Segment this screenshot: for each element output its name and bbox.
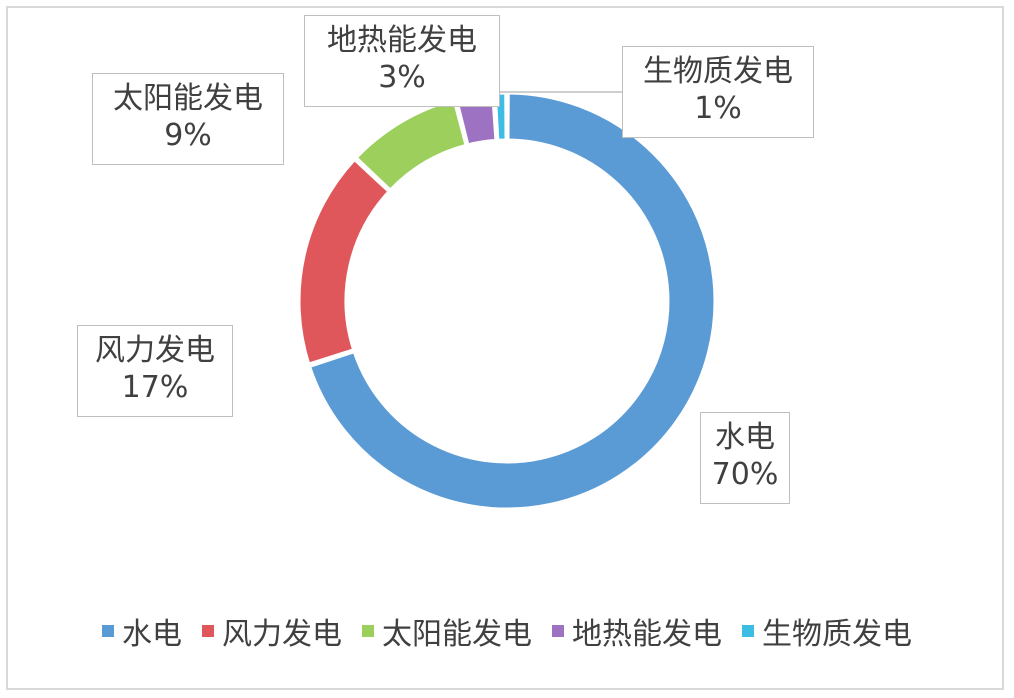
data-label-1: 风力发电 17% [77, 325, 233, 417]
donut-slice-0 [307, 91, 717, 511]
legend-item-0: 水电 [102, 609, 182, 653]
donut-slice-2 [354, 98, 468, 193]
data-label-0: 水电 70% [700, 412, 790, 504]
data-label-category: 生物质发电 [643, 54, 793, 89]
legend-item-2: 太阳能发电 [362, 609, 532, 653]
data-label-percent: 3% [378, 60, 426, 95]
data-label-category: 风力发电 [95, 333, 215, 368]
legend-swatch [552, 625, 564, 637]
data-label-percent: 70% [711, 457, 779, 492]
legend-label: 生物质发电 [762, 617, 912, 652]
legend-label: 地热能发电 [572, 617, 722, 652]
data-label-category: 水电 [715, 420, 775, 455]
legend-label: 水电 [122, 617, 182, 652]
legend-item-1: 风力发电 [202, 609, 342, 653]
legend-item-3: 地热能发电 [552, 609, 722, 653]
legend-item-4: 生物质发电 [742, 609, 912, 653]
legend-label: 太阳能发电 [382, 617, 532, 652]
legend-swatch [102, 625, 114, 637]
data-label-3: 地热能发电 3% [304, 15, 500, 107]
data-label-category: 太阳能发电 [113, 81, 263, 116]
legend-label: 风力发电 [222, 617, 342, 652]
data-label-percent: 9% [164, 118, 212, 153]
data-label-percent: 17% [121, 370, 189, 405]
chart-legend: 水电 风力发电 太阳能发电 地热能发电 生物质发电 [0, 606, 1014, 656]
legend-swatch [742, 625, 754, 637]
legend-swatch [362, 625, 374, 637]
data-label-category: 地热能发电 [327, 23, 477, 58]
legend-swatch [202, 625, 214, 637]
data-label-4: 生物质发电 1% [622, 46, 814, 138]
data-label-percent: 1% [694, 91, 742, 126]
donut-slice-1 [297, 157, 392, 366]
data-label-2: 太阳能发电 9% [92, 73, 284, 165]
